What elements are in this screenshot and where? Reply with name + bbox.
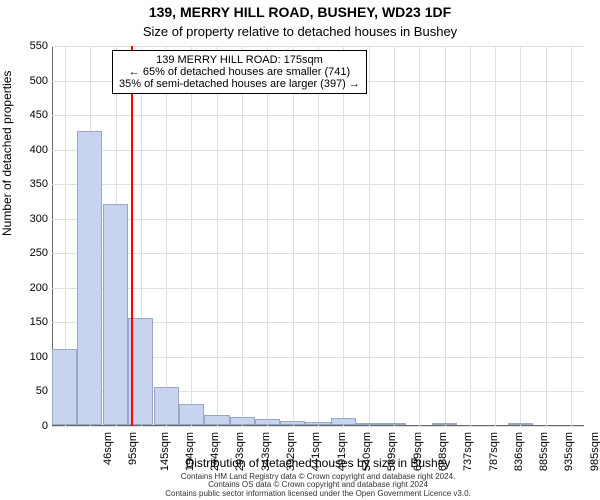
ytick-label: 150 [8,316,48,328]
info-box-line: 139 MERRY HILL ROAD: 175sqm [119,54,360,66]
histogram-bar [77,131,102,425]
chart-title-line1: 139, MERRY HILL ROAD, BUSHEY, WD23 1DF [0,4,600,20]
xtick-label: 343sqm [260,432,272,471]
gridline-v [445,46,446,426]
gridline-v [318,46,319,426]
gridline-v [242,46,243,426]
ytick-label: 550 [8,40,48,52]
xtick-label: 985sqm [589,432,600,471]
credits-block: Contains HM Land Registry data © Crown c… [52,473,584,499]
xtick-label: 392sqm [285,432,297,471]
histogram-bar [255,419,280,425]
xtick-label: 688sqm [437,432,449,471]
ytick-label: 0 [8,420,48,432]
histogram-bar [432,423,457,425]
reference-line [131,46,133,426]
histogram-bar [154,387,179,425]
ytick-label: 450 [8,109,48,121]
xtick-label: 885sqm [538,432,550,471]
gridline-v [191,46,192,426]
ytick-label: 300 [8,213,48,225]
histogram-bar [508,423,533,425]
gridline-v [166,46,167,426]
gridline-v [571,46,572,426]
gridline-v [495,46,496,426]
histogram-bar [230,417,255,425]
xtick-label: 589sqm [386,432,398,471]
histogram-bar [381,423,406,425]
xtick-label: 244sqm [209,432,221,471]
chart-container: 139, MERRY HILL ROAD, BUSHEY, WD23 1DF S… [0,0,600,500]
ytick-label: 400 [8,144,48,156]
histogram-bar [331,418,356,425]
histogram-bar [52,349,77,425]
histogram-bar [305,422,330,425]
gridline-v [394,46,395,426]
gridline-v [293,46,294,426]
ytick-label: 350 [8,178,48,190]
xtick-label: 194sqm [184,432,196,471]
plot-area: 139 MERRY HILL ROAD: 175sqm← 65% of deta… [52,46,584,426]
gridline-v [343,46,344,426]
xtick-label: 293sqm [235,432,247,471]
gridline-v [419,46,420,426]
gridline-v [217,46,218,426]
xtick-label: 46sqm [102,432,114,465]
xtick-label: 935sqm [564,432,576,471]
ytick-label: 250 [8,247,48,259]
info-box-line: ← 65% of detached houses are smaller (74… [119,66,360,78]
ytick-label: 500 [8,75,48,87]
gridline-v [546,46,547,426]
credit-line: Contains public sector information licen… [52,490,584,499]
xtick-label: 836sqm [513,432,525,471]
xtick-label: 639sqm [412,432,424,471]
gridline-h [52,426,584,427]
xtick-label: 491sqm [336,432,348,471]
ytick-label: 100 [8,351,48,363]
histogram-bar [280,421,305,425]
xtick-label: 441sqm [310,432,322,471]
xtick-label: 737sqm [462,432,474,471]
chart-title-line2: Size of property relative to detached ho… [0,24,600,39]
info-box: 139 MERRY HILL ROAD: 175sqm← 65% of deta… [112,50,367,94]
ytick-label: 200 [8,282,48,294]
xtick-label: 540sqm [361,432,373,471]
xtick-label: 787sqm [488,432,500,471]
info-box-line: 35% of semi-detached houses are larger (… [119,78,360,90]
gridline-v [369,46,370,426]
xtick-label: 95sqm [127,432,139,465]
histogram-bar [204,415,229,425]
gridline-v [470,46,471,426]
gridline-v [520,46,521,426]
histogram-bar [103,204,128,425]
xtick-label: 145sqm [159,432,171,471]
histogram-bar [179,404,204,425]
gridline-v [267,46,268,426]
ytick-label: 50 [8,385,48,397]
histogram-bar [356,423,381,425]
